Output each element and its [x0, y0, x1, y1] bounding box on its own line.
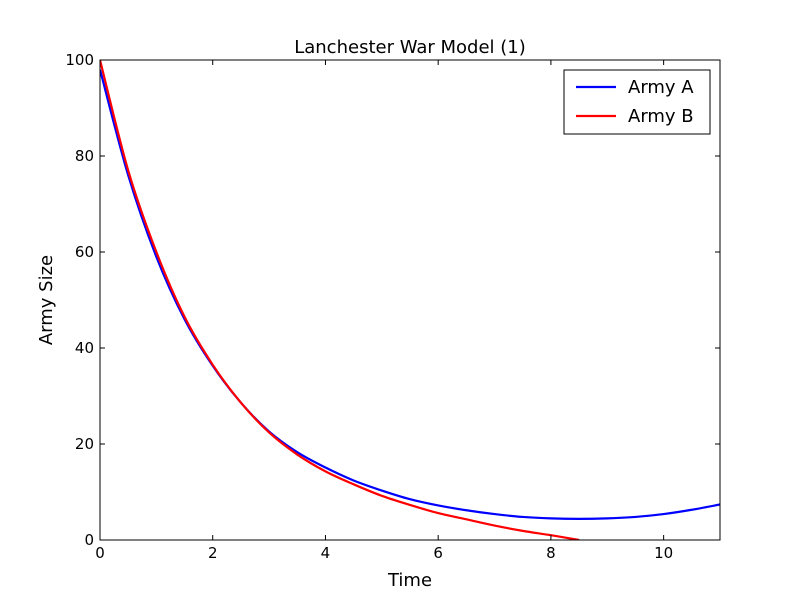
- y-tick-label: 40: [75, 339, 94, 357]
- series-line-army-b: [100, 60, 580, 540]
- chart-title: Lanchester War Model (1): [294, 37, 526, 58]
- x-axis-label: Time: [387, 570, 432, 591]
- y-tick-label: 80: [75, 147, 94, 165]
- y-axis-label: Army Size: [36, 255, 57, 345]
- y-tick-label: 60: [75, 243, 94, 261]
- x-tick-label: 8: [546, 544, 556, 562]
- x-tick-label: 4: [321, 544, 331, 562]
- x-tick-label: 2: [208, 544, 218, 562]
- x-tick-label: 6: [433, 544, 443, 562]
- y-tick-label: 20: [75, 435, 94, 453]
- y-tick-label: 100: [65, 51, 94, 69]
- plot-frame: [99, 59, 721, 541]
- x-tick-label: 10: [654, 544, 673, 562]
- y-tick-label: 0: [84, 531, 94, 549]
- legend-box: [563, 69, 711, 135]
- legend-label-army-b: Army B: [628, 106, 694, 127]
- legend-label-army-a: Army A: [628, 77, 694, 98]
- legend: Army A Army B: [563, 69, 711, 135]
- x-tick-label: 0: [95, 544, 105, 562]
- plot-area: [100, 60, 720, 540]
